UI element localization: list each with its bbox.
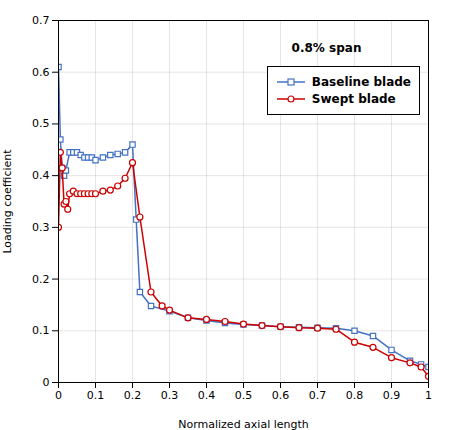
svg-text:0.2: 0.2: [32, 273, 50, 286]
svg-text:0.4: 0.4: [198, 389, 216, 402]
svg-text:0: 0: [55, 389, 62, 402]
svg-text:0.8% span: 0.8% span: [292, 41, 362, 55]
svg-text:0.3: 0.3: [32, 221, 50, 234]
svg-text:0.1: 0.1: [32, 324, 50, 337]
svg-text:0.7: 0.7: [309, 389, 327, 402]
svg-text:0.8: 0.8: [346, 389, 364, 402]
svg-text:0.3: 0.3: [161, 389, 179, 402]
svg-text:0.5: 0.5: [32, 117, 50, 130]
svg-text:0.7: 0.7: [32, 14, 50, 27]
svg-text:0.2: 0.2: [124, 389, 142, 402]
html-text:Swept blade: Swept blade: [311, 92, 396, 106]
svg-text:0: 0: [43, 376, 50, 389]
svg-text:0.1: 0.1: [87, 389, 105, 402]
svg-text:0.6: 0.6: [32, 66, 50, 79]
svg-text:0.4: 0.4: [32, 169, 50, 182]
html-text:Baseline blade: Baseline blade: [311, 75, 411, 89]
svg-text:0.9: 0.9: [383, 389, 401, 402]
svg-text:Loading coefficient: Loading coefficient: [1, 149, 14, 254]
svg-text:0.6: 0.6: [272, 389, 290, 402]
svg-text:1: 1: [425, 389, 432, 402]
svg-text:0.5: 0.5: [235, 389, 253, 402]
svg-text:Normalized axial length: Normalized axial length: [178, 418, 309, 430]
